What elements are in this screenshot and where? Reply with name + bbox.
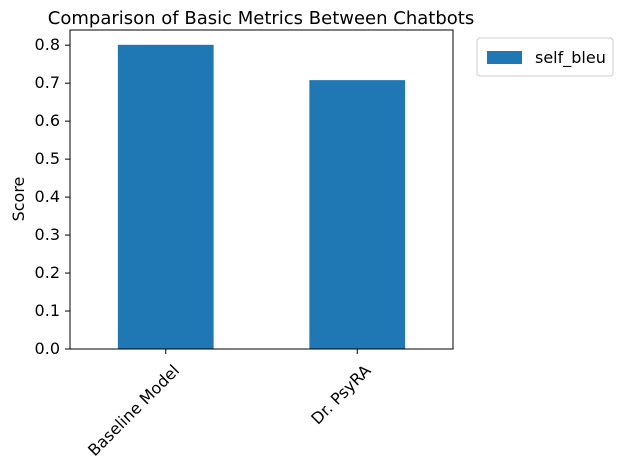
legend: self_bleu bbox=[476, 37, 614, 77]
plot-area-frame bbox=[69, 29, 454, 350]
bar-dr-psyra bbox=[309, 80, 406, 349]
legend-frame bbox=[476, 37, 614, 77]
y-axis-ticks: 0.0 0.1 0.2 0.3 0.4 0.5 0.6 0.7 0.8 bbox=[35, 35, 70, 358]
y-tick-label: 0.5 bbox=[35, 149, 60, 168]
x-tick-label: Baseline Model bbox=[84, 361, 183, 460]
chart-title: Comparison of Basic Metrics Between Chat… bbox=[48, 8, 474, 29]
y-tick-label: 0.0 bbox=[35, 339, 60, 358]
x-tick-label: Dr. PsyRA bbox=[307, 361, 374, 428]
y-tick-label: 0.2 bbox=[35, 263, 60, 282]
legend-label-self-bleu: self_bleu bbox=[535, 48, 606, 68]
y-tick-label: 0.6 bbox=[35, 111, 60, 130]
y-tick-label: 0.1 bbox=[35, 301, 60, 320]
y-tick-label: 0.8 bbox=[35, 35, 60, 54]
bar-series bbox=[117, 44, 406, 349]
legend-swatch-self-bleu bbox=[487, 51, 522, 64]
y-tick-label: 0.4 bbox=[35, 187, 60, 206]
y-axis-label: Score bbox=[9, 177, 28, 222]
y-tick-label: 0.7 bbox=[35, 73, 60, 92]
bar-baseline-model bbox=[117, 44, 214, 349]
x-axis-ticks: Baseline Model Dr. PsyRA bbox=[84, 349, 375, 460]
y-tick-label: 0.3 bbox=[35, 225, 60, 244]
